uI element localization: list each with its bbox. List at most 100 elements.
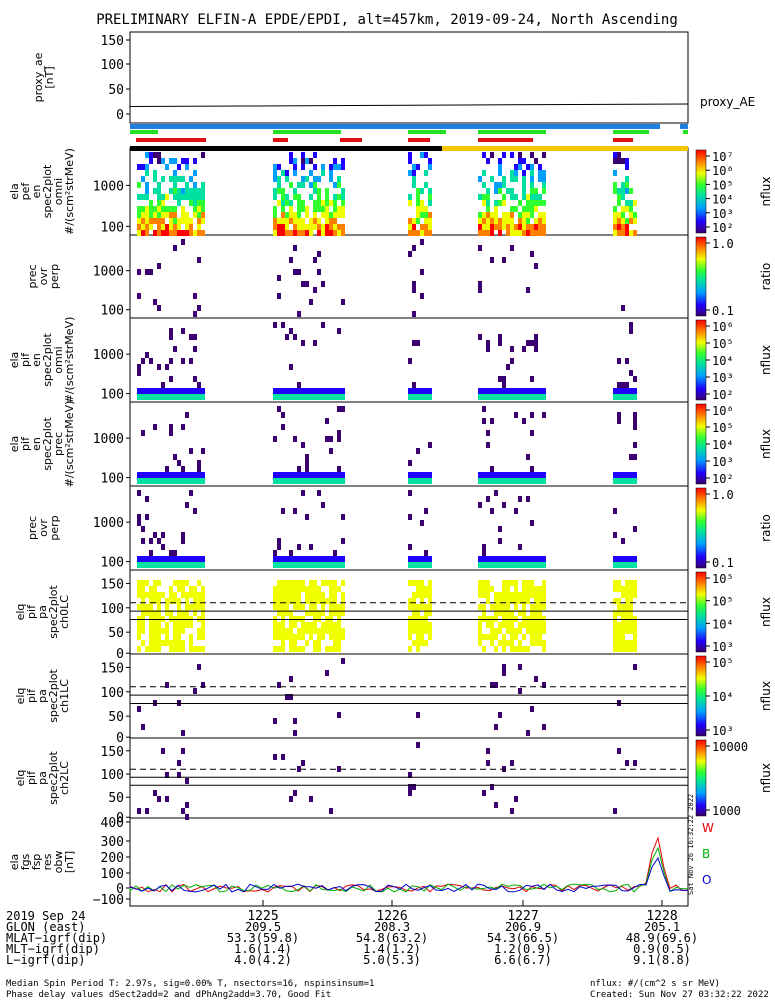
spectrogram-cell <box>522 418 526 424</box>
spectrogram-cell <box>478 194 482 200</box>
spectrogram-cell <box>542 188 546 194</box>
spectrogram-cell <box>617 382 621 388</box>
status-bar-blue <box>130 124 660 129</box>
spectrogram-cell <box>149 592 153 598</box>
spectrogram-cell <box>277 628 281 634</box>
spectrogram-cell <box>510 580 514 586</box>
spectrogram-cell <box>141 610 145 616</box>
spectrogram-cell <box>165 164 169 170</box>
spectrogram-cell <box>329 394 333 400</box>
spectrogram-cell <box>309 388 313 394</box>
spectrogram-cell <box>273 586 277 592</box>
spectrogram-cell <box>305 394 309 400</box>
spectrogram-cell <box>189 586 193 592</box>
spectrogram-cell <box>510 194 514 200</box>
y-tick-label: 1000 <box>93 432 124 447</box>
spectrogram-cell <box>337 182 341 188</box>
spectrogram-cell <box>173 628 177 634</box>
spectrogram-cell <box>201 610 205 616</box>
spectrogram-cell <box>169 646 173 652</box>
spectrogram-cell <box>629 478 633 484</box>
spectrogram-cell <box>285 224 289 230</box>
y-tick-label: 50 <box>108 626 124 641</box>
spectrogram-cell <box>486 340 490 346</box>
spectrogram-cell <box>181 592 185 598</box>
spectrogram-cell <box>165 206 169 212</box>
spectrogram-cell <box>478 604 482 610</box>
spectrogram-cell <box>329 808 333 814</box>
spectrogram-cell <box>273 604 277 610</box>
spectrogram-cell <box>424 622 428 628</box>
spectrogram-cell <box>277 218 281 224</box>
spectrogram-cell <box>305 610 309 616</box>
spectrogram-cell <box>490 230 494 236</box>
spectrogram-cell <box>189 394 193 400</box>
spectrogram-cell <box>193 394 197 400</box>
spectrogram-cell <box>141 526 145 532</box>
spectrogram-cell <box>408 580 412 586</box>
spectrogram-cell <box>490 224 494 230</box>
spectrogram-cell <box>420 580 424 586</box>
spectrogram-cell <box>530 388 534 394</box>
spectrogram-cell <box>177 218 181 224</box>
spectrogram-cell <box>412 281 416 287</box>
spectrogram-cell <box>420 188 424 194</box>
spectrogram-cell <box>197 394 201 400</box>
spectrogram-cell <box>157 200 161 206</box>
spectrogram-cell <box>141 218 145 224</box>
spectrogram-cell <box>617 556 621 562</box>
spectrogram-cell <box>289 550 293 556</box>
spectrogram-cell <box>498 556 502 562</box>
spectrogram-cell <box>293 556 297 562</box>
spectrogram-cell <box>201 206 205 212</box>
spectrogram-cell <box>293 592 297 598</box>
spectrogram-cell <box>629 200 633 206</box>
spectrogram-cell <box>502 586 506 592</box>
spectrogram-cell <box>412 556 416 562</box>
x-tick-label: 1225 <box>247 909 278 924</box>
spectrogram-cell <box>408 170 412 176</box>
spectrogram-cell <box>420 269 424 275</box>
spectrogram-cell <box>273 754 277 760</box>
spectrogram-cell <box>149 200 153 206</box>
spectrogram-cell <box>293 580 297 586</box>
spectrogram-cell <box>617 418 621 424</box>
spectrogram-cell <box>277 406 281 412</box>
spectrogram-cell <box>197 206 201 212</box>
spectrogram-cell <box>301 281 305 287</box>
spectrogram-cell <box>325 436 329 442</box>
spectrogram-cell <box>317 176 321 182</box>
status-bar-red <box>478 138 533 142</box>
spectrogram-cell <box>424 206 428 212</box>
colorbar-p7 <box>695 655 707 737</box>
spectrogram-cell <box>530 478 534 484</box>
spectrogram-cell <box>325 224 329 230</box>
spectrogram-cell <box>165 212 169 218</box>
spectrogram-cell <box>321 556 325 562</box>
spectrogram-cell <box>502 388 506 394</box>
spectrogram-cell <box>169 478 173 484</box>
spectrogram-cell <box>313 287 317 293</box>
spectrogram-cell <box>329 164 333 170</box>
spectrogram-cell <box>313 556 317 562</box>
spectrogram-cell <box>201 562 205 568</box>
spectrogram-cell <box>201 592 205 598</box>
spectrogram-cell <box>169 394 173 400</box>
y-axis-label-line: obw <box>52 851 65 874</box>
spectrogram-cell <box>526 586 530 592</box>
spectrogram-cell <box>625 158 629 164</box>
spectrogram-cell <box>412 176 416 182</box>
spectrogram-cell <box>189 358 193 364</box>
spectrogram-cell <box>502 562 506 568</box>
spectrogram-cell <box>317 472 321 478</box>
spectrogram-cell <box>273 194 277 200</box>
spectrogram-cell <box>161 478 165 484</box>
spectrogram-cell <box>530 520 534 526</box>
spectrogram-cell <box>157 796 161 802</box>
spectrogram-cell <box>181 616 185 622</box>
spectrogram-cell <box>498 182 502 188</box>
spectrogram-cell <box>613 388 617 394</box>
spectrogram-cell <box>157 182 161 188</box>
spectrogram-cell <box>305 562 309 568</box>
spectrogram-cell <box>285 472 289 478</box>
